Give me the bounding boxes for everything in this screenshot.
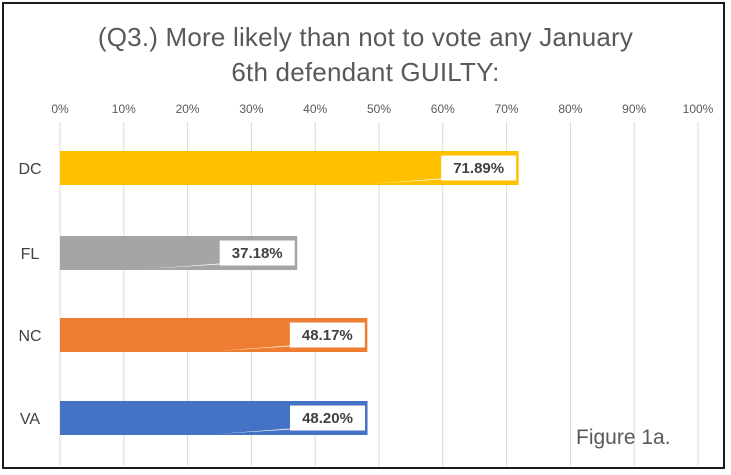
data-label: 37.18% <box>232 245 283 262</box>
category-label: NC <box>18 328 41 345</box>
x-tick-label: 80% <box>558 102 582 116</box>
chart-title-line-2: 6th defendant GUILTY: <box>231 57 500 87</box>
data-label: 48.20% <box>302 410 353 427</box>
bars <box>60 151 519 435</box>
category-labels: DC FL NC VA <box>18 161 41 428</box>
x-tick-label: 100% <box>683 102 714 116</box>
figure-caption: Figure 1a. <box>576 426 671 449</box>
x-tick-label: 60% <box>431 102 455 116</box>
category-label: DC <box>18 161 41 178</box>
x-tick-label: 90% <box>622 102 646 116</box>
data-label-pointer <box>217 345 313 351</box>
data-label: 48.17% <box>302 327 353 344</box>
x-tick-label: 20% <box>176 102 200 116</box>
data-label: 71.89% <box>453 160 504 177</box>
data-label-box <box>289 322 365 348</box>
data-labels: 71.89% 37.18% 48.17% 48.20% <box>147 155 517 434</box>
chart-frame <box>2 2 725 469</box>
data-label-pointer <box>147 263 243 269</box>
x-tick-label: 10% <box>112 102 136 116</box>
category-label: VA <box>20 411 40 428</box>
data-label-box <box>290 405 366 431</box>
data-label-box <box>441 155 517 181</box>
x-tick-label: 70% <box>495 102 519 116</box>
x-tick-label: 0% <box>51 102 69 116</box>
data-label-box <box>219 240 295 266</box>
x-tick-label: 30% <box>239 102 263 116</box>
chart-title-line-1: (Q3.) More likely than not to vote any J… <box>97 22 634 52</box>
category-label: FL <box>21 246 40 263</box>
x-tick-label: 50% <box>367 102 391 116</box>
x-tick-label: 40% <box>303 102 327 116</box>
data-label-pointer <box>217 428 313 434</box>
x-axis-ticks: 0% 10% 20% 30% 40% 50% 60% 70% 80% 90% 100% <box>51 102 713 116</box>
data-label-pointer <box>368 178 464 184</box>
